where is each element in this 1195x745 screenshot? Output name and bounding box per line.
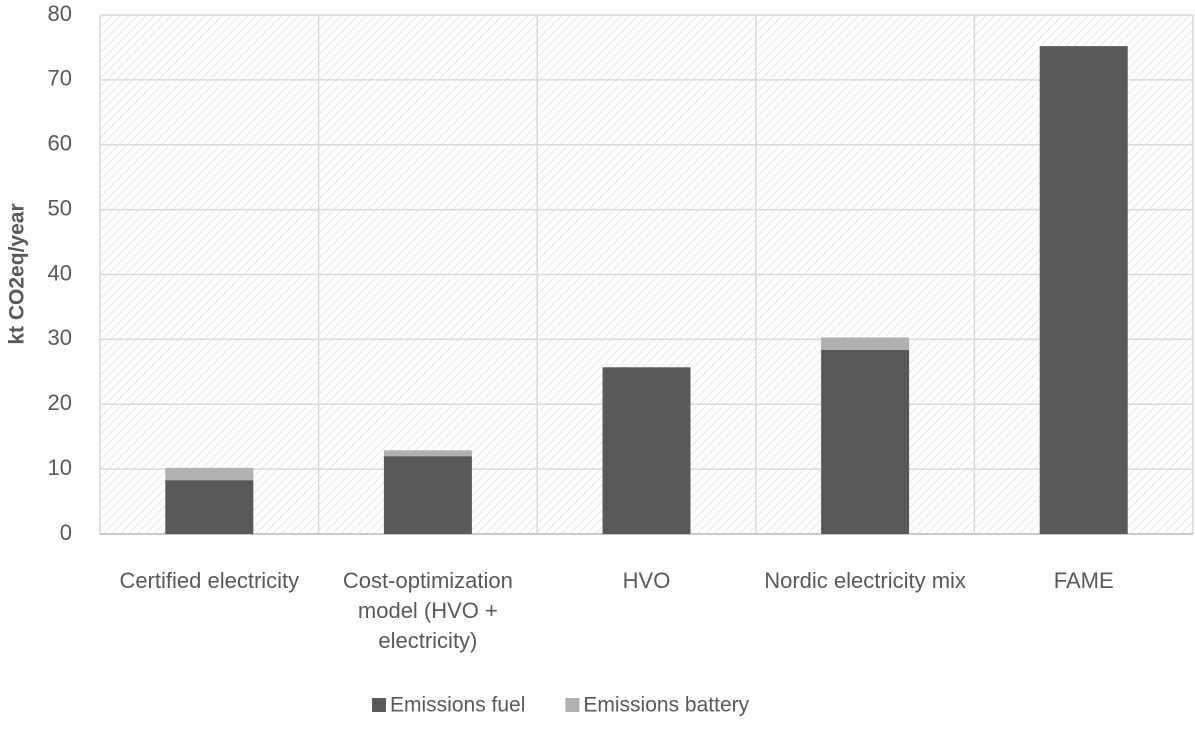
legend-swatch bbox=[372, 698, 386, 712]
legend-swatch bbox=[565, 698, 580, 712]
legend-label: Emissions fuel bbox=[390, 694, 525, 717]
y-tick-label: 30 bbox=[48, 325, 72, 350]
y-tick-label: 80 bbox=[48, 1, 72, 26]
y-tick-label: 50 bbox=[48, 195, 72, 220]
x-tick-label: FAME bbox=[1053, 568, 1114, 593]
y-tick-label: 0 bbox=[60, 520, 72, 545]
bar-segment bbox=[821, 349, 910, 534]
bar-segment bbox=[383, 450, 472, 457]
y-tick-label: 10 bbox=[48, 455, 72, 480]
y-tick-label: 20 bbox=[48, 390, 72, 415]
x-tick-label: Certified electricity bbox=[119, 568, 300, 593]
bar-segment bbox=[383, 456, 472, 534]
y-tick-label: 40 bbox=[48, 260, 72, 285]
bar-segment bbox=[821, 337, 910, 350]
x-tick-label: Nordic electricity mix bbox=[764, 568, 966, 593]
bar-segment bbox=[165, 467, 254, 481]
bar-segment bbox=[165, 480, 254, 534]
bar-segment bbox=[1039, 46, 1128, 534]
y-tick-label: 70 bbox=[48, 66, 72, 91]
legend-label: Emissions battery bbox=[583, 694, 749, 717]
y-tick-label: 60 bbox=[48, 131, 72, 156]
y-axis-label: kt CO2eq/year bbox=[6, 203, 29, 344]
x-tick-label: Cost-optimization model (HVO + electrici… bbox=[342, 568, 513, 653]
x-tick-label: HVO bbox=[622, 568, 671, 593]
bar-segment bbox=[602, 367, 691, 534]
